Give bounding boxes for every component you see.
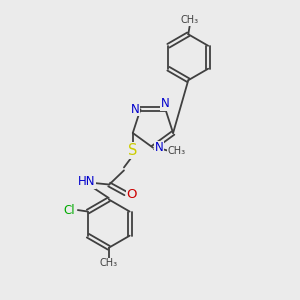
Text: CH₃: CH₃ [100,258,118,268]
Text: CH₃: CH₃ [181,15,199,26]
Text: S: S [128,143,137,158]
Text: Cl: Cl [63,204,75,217]
Text: N: N [131,103,140,116]
Text: O: O [127,188,137,201]
Text: CH₃: CH₃ [167,146,186,156]
Text: N: N [155,141,164,154]
Text: N: N [161,98,170,110]
Text: HN: HN [78,175,95,188]
